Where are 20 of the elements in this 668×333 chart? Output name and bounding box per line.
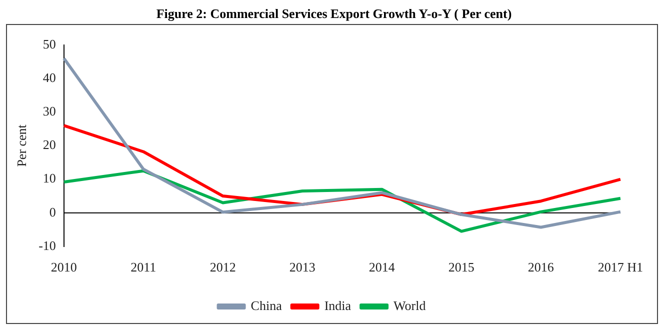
legend-label: India	[324, 298, 352, 313]
x-tick-label: 2011	[130, 260, 156, 275]
x-tick-label: 2013	[289, 260, 316, 275]
x-tick-label: 2015	[448, 260, 474, 275]
legend-label: China	[250, 298, 282, 313]
y-tick-label: 20	[42, 137, 56, 152]
x-tick-label: 2010	[50, 260, 77, 275]
x-tick-label: 2014	[368, 260, 396, 275]
y-tick-label: 40	[42, 70, 56, 85]
y-tick-label: 30	[42, 104, 56, 119]
y-tick-label: 50	[42, 36, 56, 52]
x-tick-label: 2016	[528, 260, 554, 275]
legend-label: World	[394, 298, 426, 313]
y-tick-label: 10	[42, 170, 56, 186]
y-tick-label: 0	[49, 204, 56, 220]
y-axis-title: Per cent	[14, 124, 30, 167]
x-tick-label: 2017 H1	[598, 260, 643, 275]
x-tick-label: 2012	[210, 260, 236, 275]
chart-title: Figure 2: Commercial Services Export Growth Y-o-Y ( Per cent)	[155, 6, 513, 23]
y-tick-label: -10	[38, 238, 56, 253]
